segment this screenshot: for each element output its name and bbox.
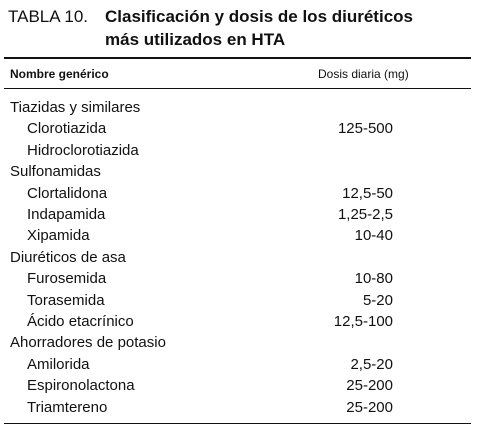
rule: [4, 88, 471, 89]
drug-dose: 1,25-2,5: [337, 206, 393, 223]
group-name: Diuréticos de asa: [10, 248, 126, 266]
drug-name: Clortalidona: [27, 184, 108, 202]
drug-name: Triamtereno: [27, 398, 108, 416]
drug-name: Amilorida: [27, 355, 90, 373]
drug-dose: 12,5-50: [342, 184, 393, 202]
table-title: más utilizados en HTA: [105, 30, 286, 49]
drug-name: Furosemida: [27, 270, 107, 288]
group-name: Sulfonamidas: [10, 163, 101, 181]
drug-name: Ácido etacrínico: [27, 313, 134, 330]
drug-name: Hidroclorotiazida: [27, 141, 139, 159]
table-label: TABLA 10.: [8, 7, 89, 26]
drug-dose: 10-40: [354, 227, 393, 245]
column-header: Nombre genérico: [10, 67, 109, 81]
table-title: Clasificación y dosis de los diuréticos: [105, 7, 413, 26]
drug-dose: 10-80: [354, 270, 393, 288]
drug-dose: 12,5-100: [333, 313, 393, 330]
group-name: Tiazidas y similares: [10, 99, 141, 116]
drug-name: Indapamida: [27, 206, 106, 223]
drug-dose: 2,5-20: [350, 355, 393, 373]
drug-dose: 5-20: [362, 291, 393, 309]
drug-name: Torasemida: [27, 291, 105, 309]
rule: [4, 57, 471, 59]
group-name: Ahorradores de potasio: [10, 334, 166, 352]
drug-dose: 25-200: [346, 398, 393, 416]
drug-name: Espironolactona: [27, 377, 135, 395]
drug-dose: 25-200: [346, 377, 393, 395]
drug-name: Clorotiazida: [27, 120, 107, 138]
column-header: Dosis diaria (mg): [318, 67, 409, 81]
drug-dose: 125-500: [337, 120, 393, 138]
rule: [4, 423, 471, 424]
drug-name: Xipamida: [27, 227, 90, 245]
